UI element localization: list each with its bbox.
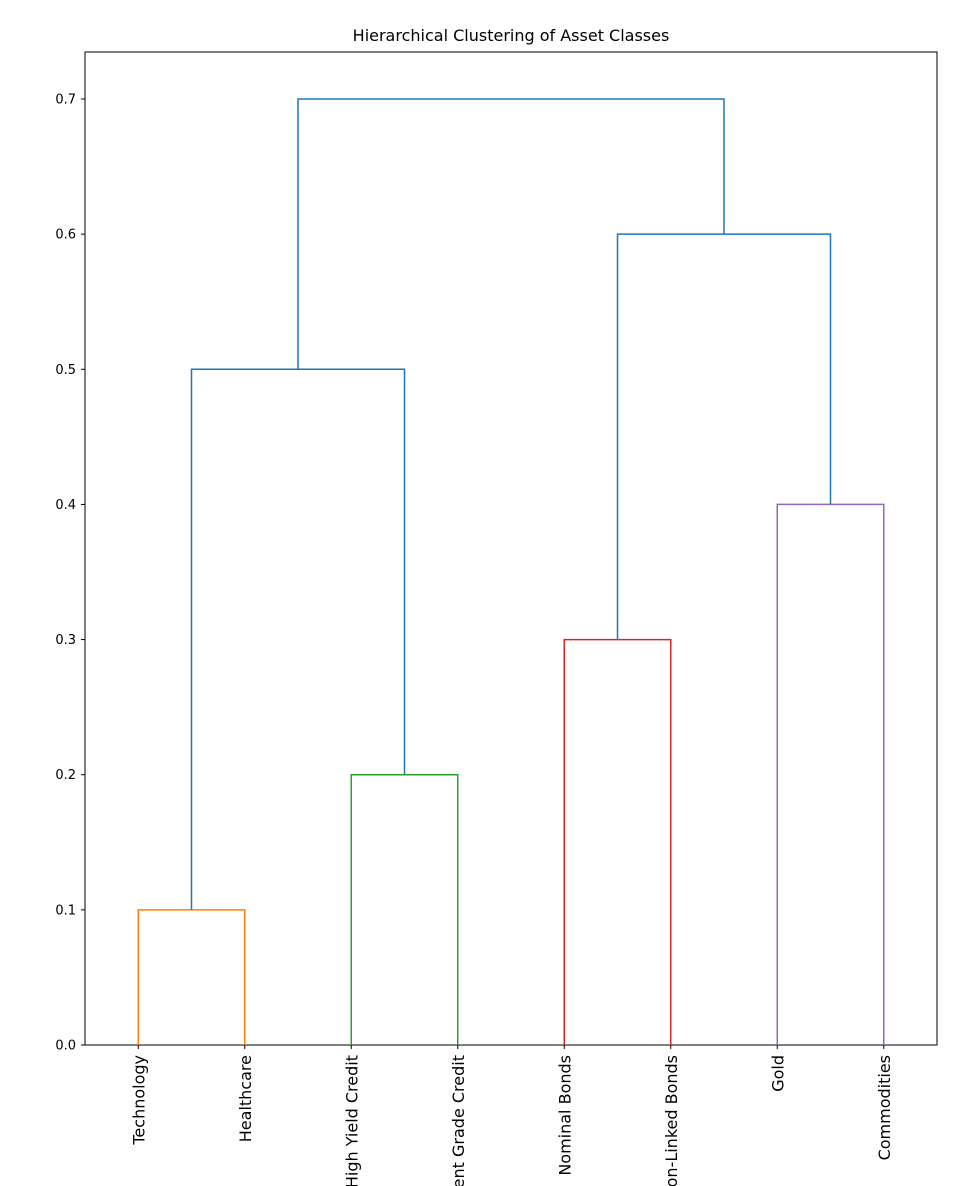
plot-frame: [84, 51, 938, 1046]
leaf-label: Gold: [768, 1055, 787, 1092]
y-tick-label: 0.4: [55, 498, 76, 513]
leaf-label: Investment Grade Credit: [449, 1055, 468, 1186]
leaf-label: Healthcare: [236, 1055, 255, 1142]
leaf-label: Technology: [129, 1055, 148, 1146]
y-tick-label: 0.7: [55, 93, 76, 108]
y-tick-label: 0.3: [55, 633, 76, 648]
leaf-label: Inflation-Linked Bonds: [662, 1055, 681, 1186]
leaf-label: Nominal Bonds: [555, 1055, 574, 1176]
dendrogram-link: [563, 638, 672, 1045]
y-tick-label: 0.5: [55, 363, 76, 378]
axes-border: [84, 51, 938, 1046]
dendrogram-link: [137, 909, 246, 1045]
dendrogram-links: [137, 98, 885, 1045]
chart-title: Hierarchical Clustering of Asset Classes: [352, 26, 670, 45]
leaf-label: High Yield Credit: [342, 1055, 361, 1186]
dendrogram-link: [616, 233, 832, 640]
leaf-label: Commodities: [875, 1055, 894, 1160]
y-tick-label: 0.0: [55, 1039, 76, 1054]
y-axis: 0.0 0.1 0.2 0.3 0.4 0.5 0.6 0.7: [55, 93, 85, 1054]
y-tick-label: 0.6: [55, 228, 76, 243]
dendrogram-link: [776, 503, 885, 1045]
dendrogram-link-root: [297, 98, 725, 370]
y-tick-label: 0.1: [55, 903, 76, 918]
x-axis: Technology Healthcare High Yield Credit Inv…: [129, 1045, 894, 1186]
dendrogram-link: [350, 773, 459, 1045]
y-tick-label: 0.2: [55, 768, 76, 783]
dendrogram-link: [190, 368, 406, 910]
